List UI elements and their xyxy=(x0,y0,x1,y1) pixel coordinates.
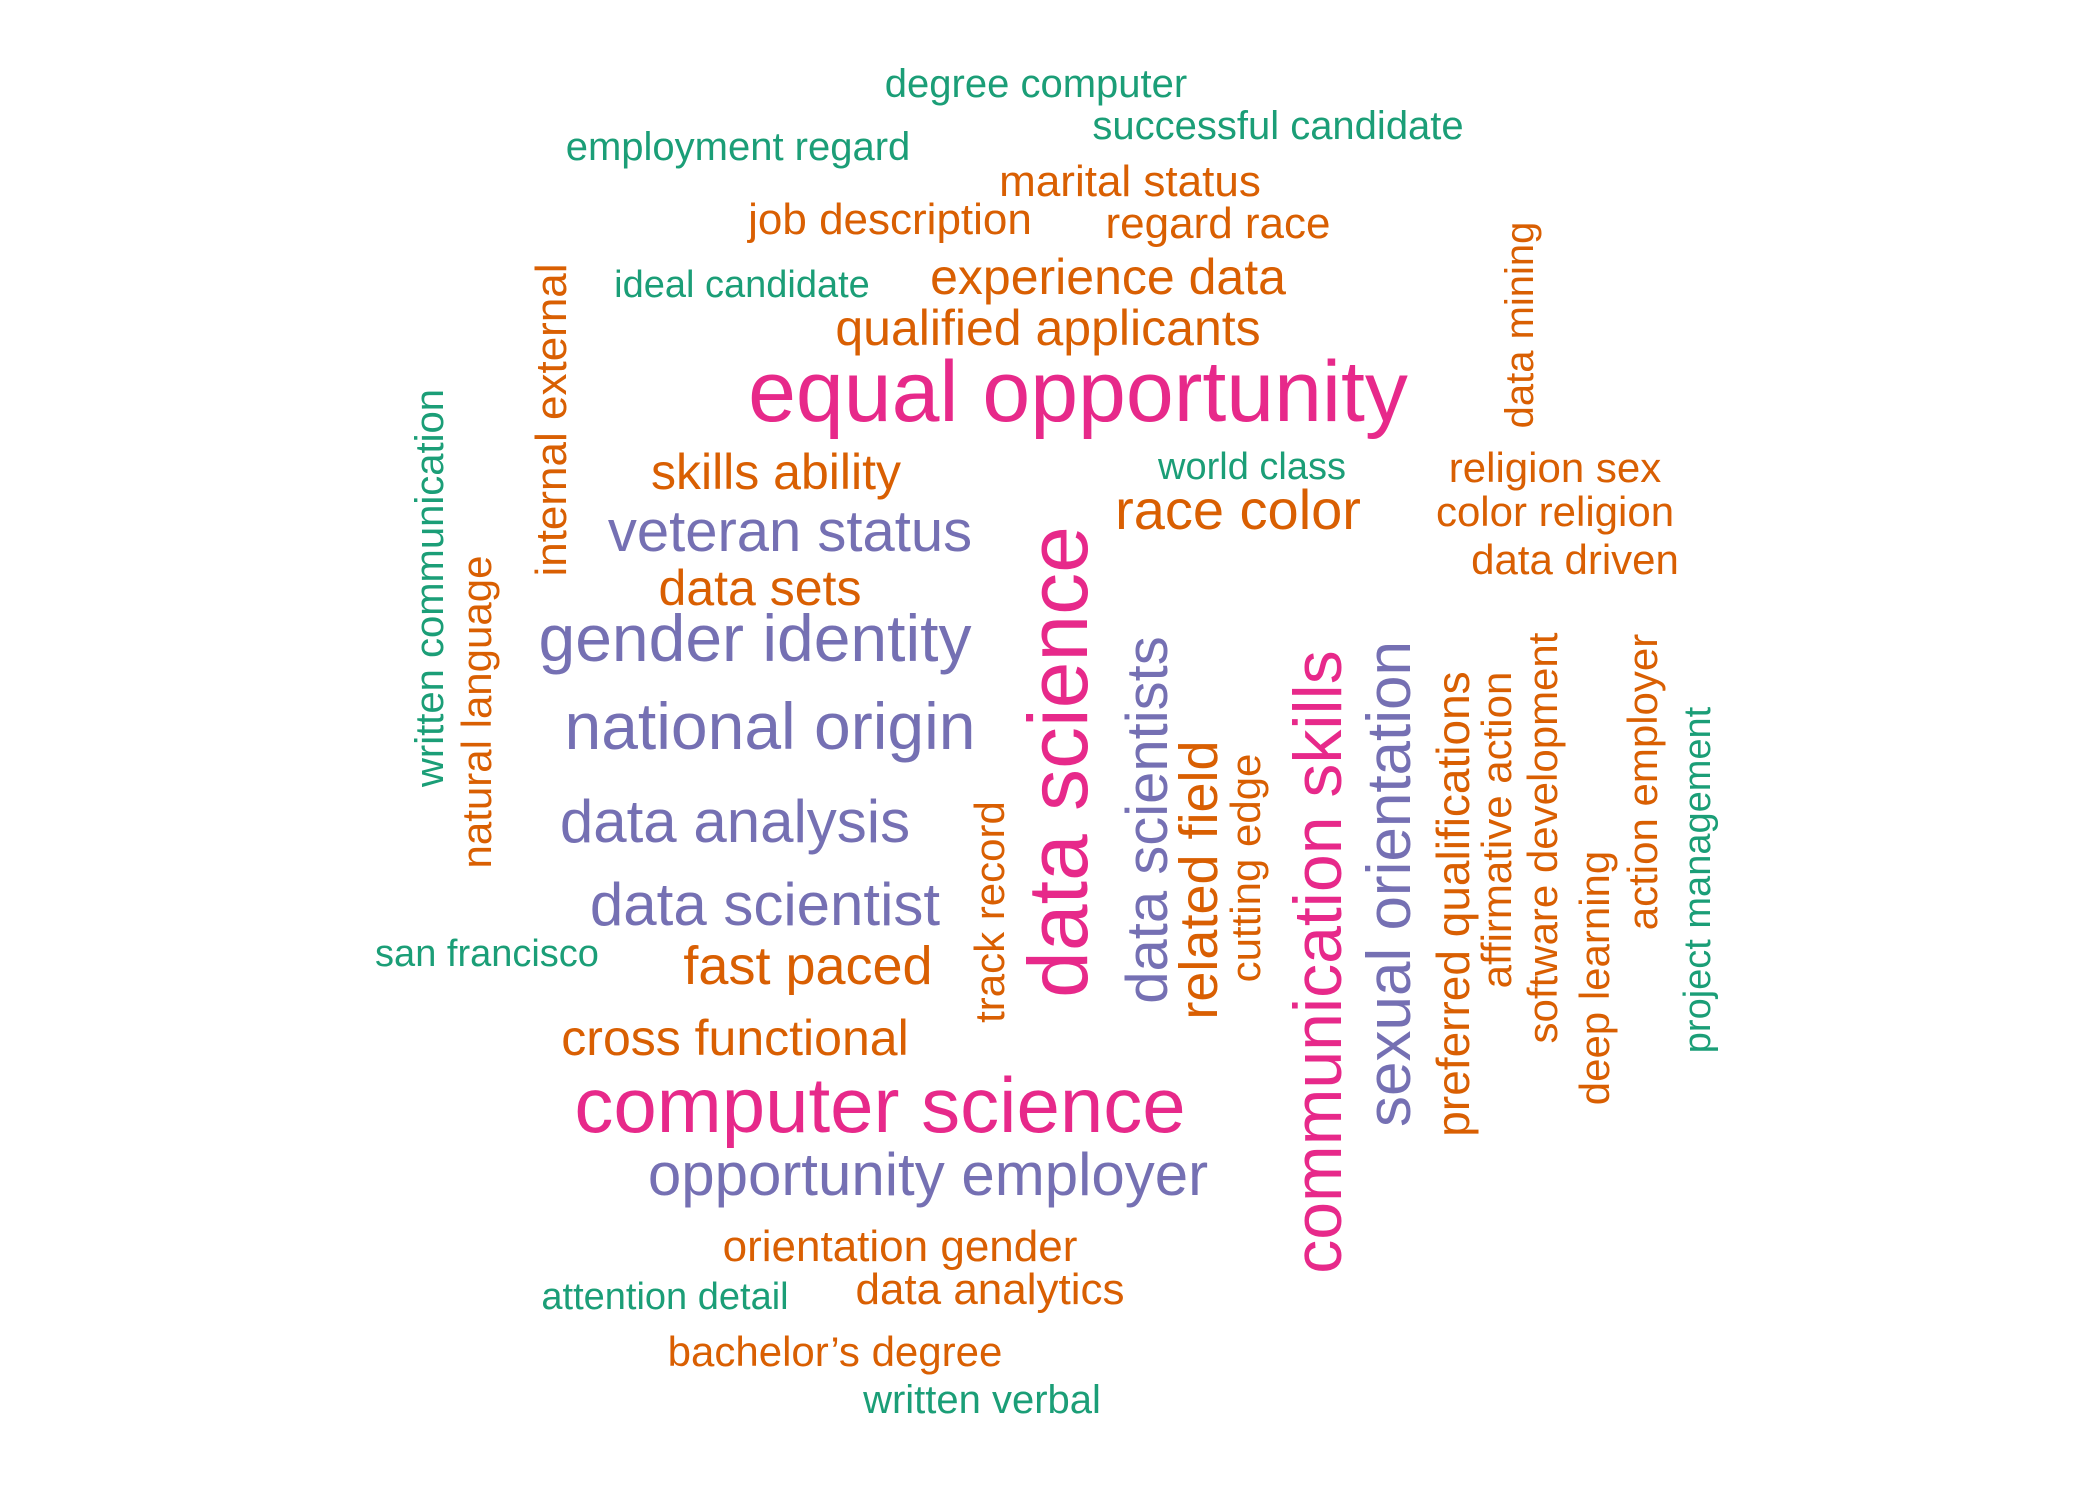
word: job description xyxy=(748,195,1032,244)
word: cutting edge xyxy=(1222,753,1269,983)
word: marital status xyxy=(999,157,1261,206)
word: data mining xyxy=(1498,221,1542,429)
word: natural language xyxy=(453,555,500,869)
word: bachelor’s degree xyxy=(667,1328,1003,1375)
word: data scientist xyxy=(589,871,941,938)
word: software development xyxy=(1519,632,1566,1044)
word: national origin xyxy=(564,689,976,763)
word: data science xyxy=(1011,526,1105,998)
word: data sets xyxy=(658,560,862,616)
word: color religion xyxy=(1435,488,1675,535)
word: world class xyxy=(1158,446,1346,488)
word: computer science xyxy=(574,1061,1186,1149)
word: related field xyxy=(1169,740,1229,1020)
word: race color xyxy=(1115,478,1361,541)
word: communication skills xyxy=(1280,650,1356,1274)
word: data analytics xyxy=(855,1265,1125,1314)
word: san francisco xyxy=(375,933,599,975)
word: preferred qualifications xyxy=(1427,671,1479,1137)
word: affirmative action xyxy=(1473,671,1520,989)
word: deep learning xyxy=(1571,850,1618,1106)
word: degree computer xyxy=(884,62,1188,106)
word: track record xyxy=(966,801,1013,1023)
word: qualified applicants xyxy=(835,300,1261,356)
word: orientation gender xyxy=(722,1222,1078,1271)
word: equal opportunity xyxy=(748,344,1408,440)
word: experience data xyxy=(930,249,1286,305)
word: employment regard xyxy=(565,125,911,169)
word: ideal candidate xyxy=(614,264,870,306)
word: written verbal xyxy=(863,1378,1101,1422)
word: attention detail xyxy=(541,1276,789,1318)
word: cross functional xyxy=(561,1010,909,1066)
word: written communication xyxy=(408,389,452,787)
word: religion sex xyxy=(1448,444,1662,491)
word: skills ability xyxy=(650,444,902,500)
word: internal external xyxy=(527,263,576,577)
word: data analysis xyxy=(559,788,911,855)
word: fast paced xyxy=(683,936,933,996)
word: veteran status xyxy=(607,499,973,564)
word: gender identity xyxy=(538,601,972,675)
word: action employer xyxy=(1619,633,1666,931)
word: regard race xyxy=(1105,199,1331,248)
word: opportunity employer xyxy=(647,1141,1209,1208)
word: successful candidate xyxy=(1092,104,1464,148)
word: sexual orientation xyxy=(1355,641,1424,1127)
word: data driven xyxy=(1471,536,1679,583)
word: project management xyxy=(1677,706,1719,1054)
